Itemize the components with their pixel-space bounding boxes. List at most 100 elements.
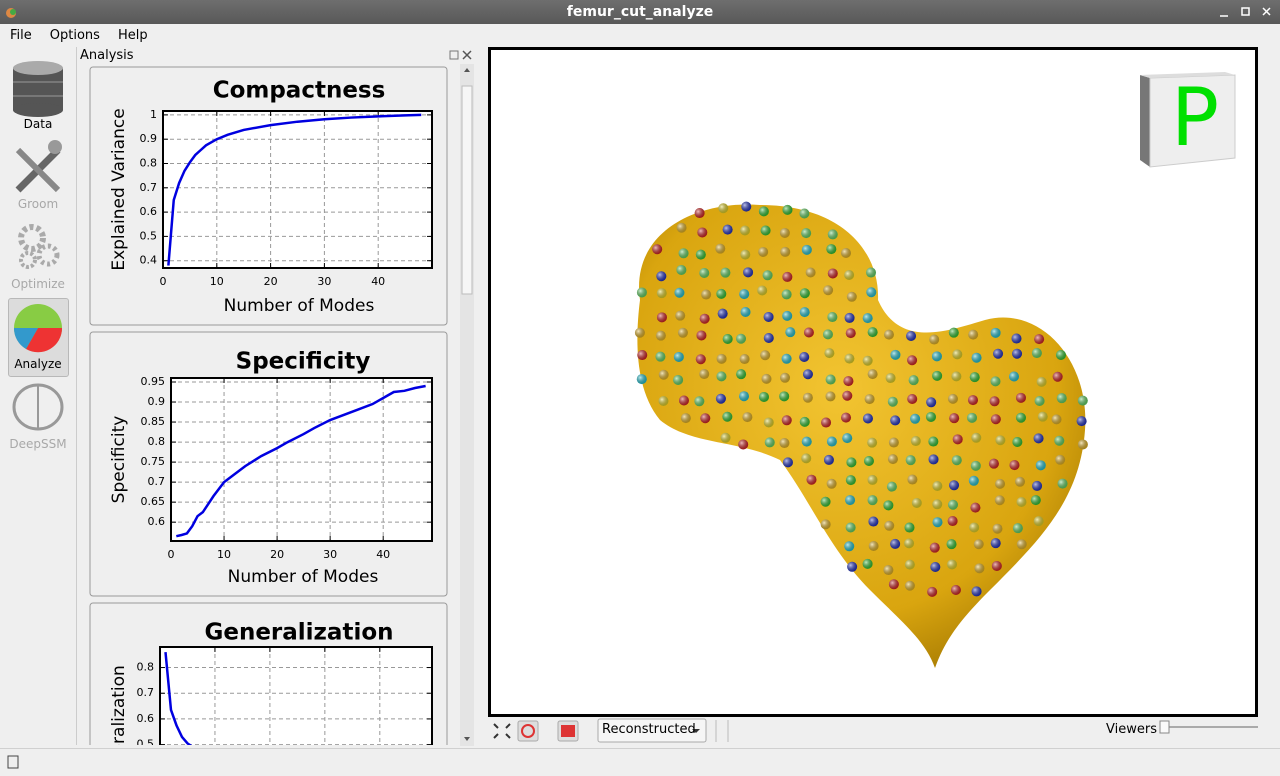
plot-area — [163, 111, 432, 268]
menu-item[interactable]: Help — [117, 28, 148, 43]
glyph-button[interactable] — [517, 720, 539, 742]
particle-shade — [1009, 371, 1020, 382]
particle-shade — [847, 561, 858, 572]
maximize[interactable] — [1241, 7, 1250, 16]
particle-shade — [738, 439, 749, 450]
particle-shade — [736, 333, 747, 344]
particle-shade — [656, 288, 667, 299]
particle-shade — [1056, 393, 1067, 404]
particle-shade — [785, 327, 796, 338]
window-title: femur_cut_analyze — [0, 0, 1280, 24]
particle-shade — [637, 350, 648, 361]
plot-area — [160, 647, 432, 745]
particle-shade — [676, 264, 687, 275]
particle-shade — [845, 475, 856, 486]
particle-shade — [908, 375, 919, 386]
data-line — [167, 113, 422, 266]
x-tick-label: 10 — [210, 275, 224, 288]
particle-shade — [779, 438, 790, 449]
viewers-label: Viewers — [1106, 722, 1157, 737]
window-controls[interactable] — [1212, 4, 1276, 20]
particle-shade — [887, 396, 898, 407]
particle-shade — [722, 333, 733, 344]
tool-label[interactable]: Analyze — [14, 357, 62, 371]
particle-shade — [823, 454, 834, 465]
particle-shade — [862, 355, 873, 366]
particle-shade — [826, 478, 837, 489]
menu-item[interactable]: File — [10, 28, 32, 43]
fit-button[interactable] — [493, 723, 511, 739]
y-tick-label: 0.9 — [140, 132, 158, 145]
y-tick-label: 0.8 — [137, 661, 155, 674]
particle-shade — [673, 374, 684, 385]
tool-label[interactable]: DeepSSM — [9, 437, 67, 451]
particle-shade — [863, 455, 874, 466]
analyze-icon — [13, 304, 63, 353]
mode-label[interactable]: Reconstructed — [602, 722, 696, 737]
panel-buttons[interactable] — [448, 49, 476, 61]
particle-shade — [1052, 371, 1063, 382]
particle-shade — [949, 480, 960, 491]
x-tick-label: 30 — [317, 275, 331, 288]
particle-shade — [927, 586, 938, 597]
data-icon — [13, 61, 63, 117]
particle-shade — [886, 481, 897, 492]
particle-shade — [1055, 454, 1066, 465]
particle-shade — [867, 327, 878, 338]
particle-shade — [740, 249, 751, 260]
particle-shade — [803, 327, 814, 338]
particle-shade — [697, 227, 708, 238]
particle-shade — [799, 288, 810, 299]
mode-dropdown[interactable] — [597, 718, 707, 743]
particle-shade — [720, 267, 731, 278]
orientation-cube: P — [1140, 71, 1236, 168]
particle-shade — [1036, 376, 1047, 387]
tool-label[interactable]: Data — [23, 117, 53, 131]
particle-shade — [905, 455, 916, 466]
close[interactable] — [1262, 7, 1271, 16]
particle-shade — [990, 414, 1001, 425]
particle-shade — [1011, 333, 1022, 344]
particle-shade — [694, 208, 705, 219]
particle-shade — [911, 497, 922, 508]
particle-shade — [652, 244, 663, 255]
particle-shade — [799, 416, 810, 427]
groom-icon — [15, 140, 62, 193]
particle-shade — [929, 542, 940, 553]
particle-shade — [888, 579, 899, 590]
particle-shade — [739, 391, 750, 402]
charts-area: 0.40.50.60.70.80.910 10 20 30 40CompactnessN… — [89, 66, 448, 745]
tool-label[interactable]: Groom — [17, 197, 59, 211]
particle-shade — [1054, 435, 1065, 446]
particle-shade — [967, 395, 978, 406]
particle-shade — [969, 372, 980, 383]
y-tick-label: 0.4 — [140, 254, 158, 267]
particle-shade — [904, 580, 915, 591]
particle-shade — [827, 268, 838, 279]
particle-shade — [739, 289, 750, 300]
particle-shade — [740, 306, 751, 317]
plot-border — [162, 110, 433, 269]
particle-shade — [760, 350, 771, 361]
particle-shade — [717, 308, 728, 319]
particle-shade — [932, 499, 943, 510]
menu-item[interactable]: Options — [49, 28, 100, 43]
particle-shade — [866, 287, 877, 298]
femur-surface — [637, 204, 1086, 668]
chart-title: Specificity — [236, 349, 371, 375]
scrollbar[interactable] — [460, 64, 474, 746]
particle-shade — [844, 353, 855, 364]
y-tick-label: 1 — [150, 108, 157, 121]
particle-shade — [757, 285, 768, 296]
particle-shade — [867, 474, 878, 485]
viewer-canvas[interactable]: P — [491, 50, 1255, 714]
particle-shade — [990, 538, 1001, 549]
particle-shade — [1015, 412, 1026, 423]
particle-shade — [677, 327, 688, 338]
particle-shade — [841, 412, 852, 423]
y-axis-label: Explained Variance — [109, 108, 129, 270]
particle-shade — [762, 270, 773, 281]
particle-shade — [1016, 496, 1027, 507]
viewer-3d[interactable]: P — [488, 47, 1258, 717]
tool-label[interactable]: Optimize — [11, 277, 65, 291]
